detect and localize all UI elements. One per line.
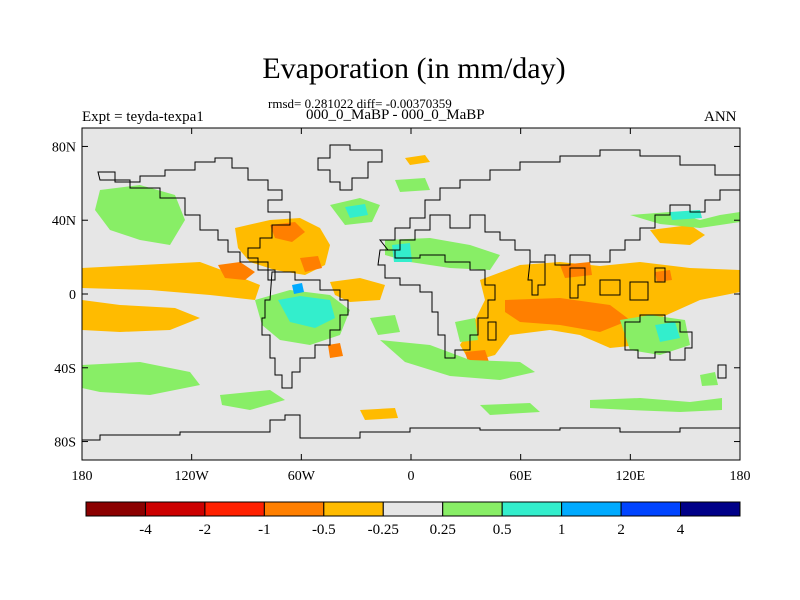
lon-tick-label: 180 (730, 469, 751, 484)
coastline-antarctica (82, 414, 740, 441)
contour-region (505, 298, 630, 332)
contour-fills (82, 155, 740, 420)
contour-region (385, 238, 500, 270)
contour-region (395, 178, 430, 192)
plot-subtitle: 000_0_MaBP - 000_0_MaBP (306, 107, 485, 123)
colorbar-swatch (382, 501, 444, 517)
experiment-label: Expt = teyda-texpa1 (82, 109, 204, 125)
colorbar: -4 -2 -1 -0.5 -0.25 0.25 0.5 1 2 4 (85, 501, 741, 538)
coastline-greenland (317, 144, 383, 191)
coastline-india (527, 261, 546, 296)
colorbar-swatch (204, 501, 265, 517)
stats-line: rmsd= 0.281022 diff= -0.00370359 (268, 96, 452, 111)
contour-region (455, 318, 478, 342)
colorbar-label: 0.5 (493, 522, 512, 538)
colorbar-label: -0.5 (312, 522, 336, 538)
contour-region (292, 283, 304, 294)
contour-region (328, 343, 343, 358)
colorbar-swatch (501, 501, 563, 517)
colorbar-swatch (85, 501, 146, 517)
contour-region (700, 372, 718, 386)
lat-tick-label: 40S (54, 362, 76, 377)
coastline-africa (377, 249, 496, 359)
coastline-southeast-asia (569, 267, 666, 301)
contour-region (278, 296, 335, 328)
contour-region (345, 204, 368, 218)
lat-tick-label: 80S (54, 436, 76, 451)
contour-region (220, 390, 285, 410)
lon-tick-label: 60E (509, 469, 532, 484)
contour-region (95, 185, 185, 245)
lat-tick-label: 80N (52, 140, 76, 155)
colorbar-label: 4 (677, 522, 685, 538)
contour-region (330, 278, 385, 302)
plot-title: Evaporation (in mm/day) (262, 52, 566, 85)
contour-region (650, 225, 705, 245)
lon-tick-label: 0 (408, 469, 415, 484)
colorbar-swatch (144, 501, 206, 517)
contour-region (370, 315, 400, 335)
contour-region (218, 262, 255, 280)
colorbar-swatch (620, 501, 682, 517)
colorbar-label: -2 (199, 522, 212, 538)
colorbar-label: 0.25 (430, 522, 456, 538)
colorbar-label: -0.25 (368, 522, 399, 538)
contour-region (380, 340, 535, 380)
lon-tick-label: 60W (288, 469, 316, 484)
contour-region (300, 256, 322, 272)
contour-region (82, 262, 260, 300)
contour-region (270, 222, 305, 242)
contour-region (560, 262, 592, 278)
contour-region (82, 300, 200, 332)
contour-region (360, 408, 398, 420)
coastline-south-america (261, 271, 349, 389)
colorbar-label: 2 (617, 522, 625, 538)
coastline-madagascar (487, 321, 497, 341)
axis-ticks: 80N 40N 0 40S 80S 180 120W 60W 0 60E 120E 180 (52, 128, 751, 484)
lon-tick-label: 180 (72, 469, 93, 484)
colorbar-label: -4 (139, 522, 152, 538)
colorbar-label: -1 (258, 522, 271, 538)
contour-region (590, 398, 722, 412)
contour-region (480, 403, 540, 415)
contour-region (655, 322, 680, 342)
lon-tick-label: 120W (175, 469, 210, 484)
lat-tick-label: 40N (52, 214, 76, 229)
coastlines (82, 144, 740, 441)
colorbar-swatch (561, 501, 622, 517)
colorbar-label: 1 (558, 522, 566, 538)
coastline-eurasia (378, 149, 740, 266)
colorbar-swatch (323, 501, 384, 517)
coastline-new-zealand (717, 364, 727, 379)
contour-region (405, 155, 430, 165)
contour-region (630, 212, 740, 228)
lon-tick-label: 120E (616, 469, 646, 484)
coastline-australia (624, 314, 693, 361)
colorbar-swatch (263, 501, 325, 517)
lat-tick-label: 0 (69, 288, 76, 303)
contour-region (82, 362, 200, 395)
contour-region (392, 243, 412, 262)
contour-region (655, 270, 672, 282)
colorbar-swatch (442, 501, 503, 517)
colorbar-swatch (680, 501, 741, 517)
season-label: ANN (704, 109, 737, 125)
coastline-north-america (97, 157, 291, 281)
